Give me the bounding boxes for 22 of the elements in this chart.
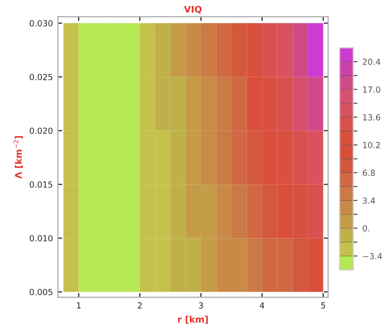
color-bar-label: 6.8 <box>362 170 375 176</box>
y-tick-label: 0.020 <box>30 128 52 134</box>
y-tick-label: 0.015 <box>30 181 52 188</box>
y-axis-title: Λ [km$^{−2}$] <box>14 136 23 179</box>
color-bar-label: 13.6 <box>363 114 380 120</box>
chart-title: VIQ <box>184 6 202 14</box>
x-axis-title: r [km] <box>178 316 208 324</box>
y-tick-label: 0.030 <box>30 20 52 26</box>
color-bar-label: −3.4 <box>363 252 382 260</box>
x-tick-label: 2 <box>138 302 142 308</box>
x-tick-label: 4 <box>260 302 264 308</box>
color-bar-label: 20.4 <box>362 58 380 65</box>
x-tick-label: 5 <box>321 302 326 309</box>
x-tick-label: 3 <box>198 302 203 309</box>
x-tick-label: 1 <box>76 302 81 308</box>
color-bar-label: 3.4 <box>362 197 376 204</box>
y-tick-label: 0.005 <box>30 288 52 296</box>
y-tick-label: 0.010 <box>30 235 52 242</box>
y-tick-label: 0.025 <box>30 74 52 80</box>
color-bar-label: 17.0 <box>363 86 380 93</box>
color-bar-label: 10.2 <box>363 142 380 148</box>
color-bar-label: 0. <box>362 225 370 232</box>
